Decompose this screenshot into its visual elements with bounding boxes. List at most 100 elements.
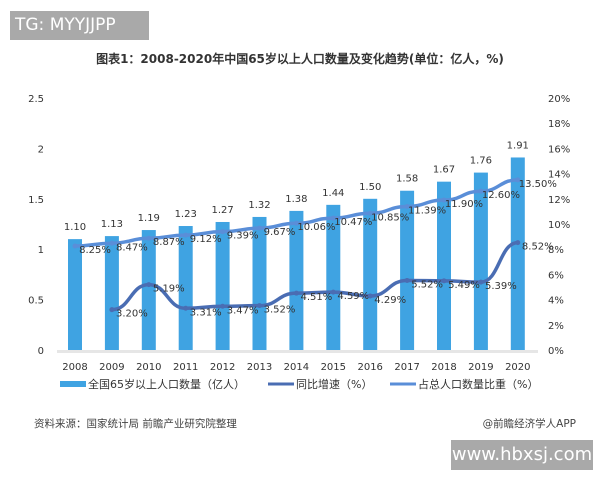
bar-data-label: 1.19 — [138, 213, 160, 224]
growth-point — [515, 240, 521, 246]
x-tick-label: 2009 — [99, 362, 124, 373]
share-data-label: 9.39% — [227, 231, 259, 242]
growth-data-label: 5.39% — [485, 281, 517, 292]
growth-data-label: 3.47% — [227, 305, 259, 316]
share-point — [478, 188, 484, 194]
x-tick-label: 2016 — [357, 362, 382, 373]
growth-data-label: 3.52% — [264, 305, 296, 316]
growth-point — [441, 278, 447, 284]
growth-point — [478, 279, 484, 285]
share-data-label: 10.85% — [371, 212, 409, 223]
watermark-bottom: www.hbxsj.com — [451, 440, 593, 470]
chart-title: 图表1：2008-2020年中国65岁以上人口数量及变化趋势(单位：亿人，%) — [96, 52, 504, 66]
left-tick-label: 1.5 — [28, 195, 44, 206]
growth-data-label: 8.52% — [522, 242, 554, 253]
share-point — [220, 229, 226, 235]
source-note: 资料来源：国家统计局 前瞻产业研究院整理 — [34, 418, 237, 430]
share-data-label: 11.90% — [445, 199, 483, 210]
share-data-label: 10.47% — [334, 217, 372, 228]
x-tick-label: 2019 — [468, 362, 493, 373]
left-tick-label: 2 — [38, 144, 44, 155]
growth-point — [220, 303, 226, 309]
legend-label-growth: 同比增速（%） — [296, 377, 372, 391]
share-data-label: 9.67% — [264, 227, 296, 238]
x-tick-label: 2020 — [505, 362, 530, 373]
share-point — [293, 220, 299, 226]
legend-bar-swatch — [60, 381, 86, 387]
share-point — [330, 215, 336, 221]
growth-point — [183, 305, 189, 311]
bar-data-label: 1.23 — [175, 209, 197, 220]
right-tick-label: 10% — [548, 220, 570, 231]
right-tick-label: 16% — [548, 144, 570, 155]
growth-data-label: 3.20% — [116, 309, 148, 320]
bar — [510, 157, 525, 350]
bar-data-label: 1.76 — [470, 156, 492, 167]
x-tick-label: 2010 — [136, 362, 161, 373]
share-data-label: 12.60% — [482, 190, 520, 201]
share-point — [367, 210, 373, 216]
share-point — [257, 225, 262, 231]
right-tick-label: 4% — [548, 296, 564, 307]
share-data-label: 13.50% — [519, 179, 557, 190]
bar — [141, 230, 156, 350]
x-tick-label: 2011 — [173, 362, 198, 373]
growth-point — [257, 303, 262, 309]
credit-note: @前瞻经济学人APP — [482, 418, 576, 430]
bar — [400, 190, 415, 350]
bar-data-label: 1.27 — [211, 205, 233, 216]
growth-data-label: 5.49% — [448, 280, 480, 291]
watermark-top: TG: MYYJJPP — [10, 11, 149, 40]
right-tick-label: 14% — [548, 170, 570, 181]
growth-point — [404, 277, 410, 283]
x-tick-label: 2018 — [431, 362, 456, 373]
bar-data-label: 1.67 — [433, 165, 455, 176]
bar-data-label: 1.13 — [101, 219, 123, 230]
growth-point — [330, 289, 336, 295]
right-tick-label: 12% — [548, 195, 570, 206]
share-data-label: 8.25% — [79, 245, 111, 256]
bar-data-label: 1.32 — [248, 200, 270, 211]
growth-data-label: 4.51% — [301, 292, 333, 303]
x-axis-line — [57, 350, 538, 353]
share-point — [146, 235, 152, 241]
bar — [252, 216, 267, 350]
share-point — [404, 203, 410, 209]
bar-data-label: 1.44 — [322, 188, 344, 199]
bar — [289, 210, 304, 350]
right-tick-label: 18% — [548, 119, 570, 130]
bar-data-label: 1.38 — [285, 194, 307, 205]
growth-data-label: 5.19% — [153, 284, 185, 295]
bar-data-label: 1.10 — [64, 222, 86, 233]
right-tick-label: 2% — [548, 321, 564, 332]
legend-label-population: 全国65岁以上人口数量（亿人） — [88, 377, 245, 391]
share-point — [109, 240, 115, 246]
growth-data-label: 4.59% — [337, 291, 369, 302]
x-tick-label: 2012 — [210, 362, 235, 373]
bar-data-label: 1.91 — [507, 140, 529, 151]
bar-data-label: 1.50 — [359, 182, 381, 193]
share-data-label: 10.06% — [297, 222, 335, 233]
bar — [326, 204, 341, 350]
share-point — [441, 197, 447, 203]
x-tick-label: 2013 — [247, 362, 272, 373]
growth-line — [110, 240, 520, 312]
bar — [104, 236, 119, 350]
growth-data-label: 4.29% — [374, 295, 406, 306]
bar — [473, 172, 488, 350]
growth-point — [293, 290, 299, 296]
growth-point — [367, 293, 373, 299]
share-data-label: 8.87% — [153, 237, 185, 248]
growth-point — [146, 282, 152, 288]
share-point — [72, 243, 78, 249]
bar-data-label: 1.58 — [396, 174, 418, 185]
left-tick-label: 0 — [38, 346, 44, 357]
growth-data-label: 3.31% — [190, 307, 222, 318]
bar — [178, 226, 193, 350]
x-tick-label: 2014 — [284, 362, 309, 373]
share-data-label: 11.39% — [408, 205, 446, 216]
x-tick-label: 2015 — [321, 362, 346, 373]
legend-label-share: 占总人口数量比重（%） — [418, 377, 538, 391]
left-tick-label: 0.5 — [28, 296, 44, 307]
